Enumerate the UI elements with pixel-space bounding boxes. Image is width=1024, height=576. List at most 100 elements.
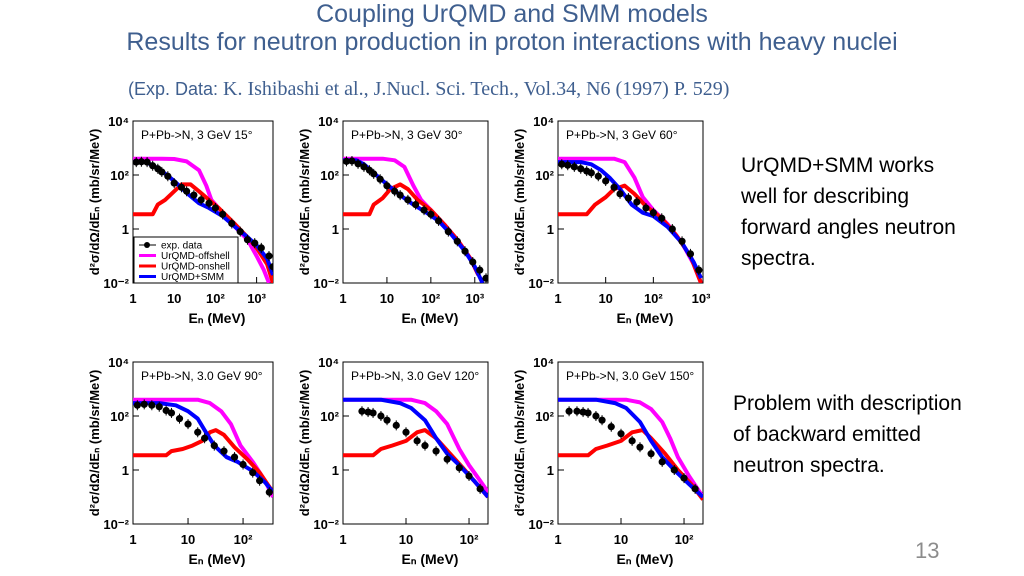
series-line-offshell bbox=[343, 397, 488, 494]
x-tick-label: 10 bbox=[167, 291, 181, 306]
panel-title: P+Pb->N, 3.0 GeV 120° bbox=[351, 369, 479, 383]
series-group bbox=[558, 156, 703, 283]
y-tick-label: 10⁻² bbox=[103, 276, 129, 291]
x-tick-label: 10³ bbox=[465, 291, 484, 306]
y-tick-label: 10² bbox=[320, 409, 339, 424]
reference-citation: K. Ishibashi et al., J.Nucl. Sci. Tech.,… bbox=[223, 78, 730, 100]
note-backward-angles: Problem with description of backward emi… bbox=[733, 392, 962, 477]
exp-data-point bbox=[465, 472, 473, 480]
exp-data-point bbox=[170, 179, 178, 187]
legend-marker bbox=[144, 242, 150, 248]
y-tick-label: 10² bbox=[110, 168, 129, 183]
x-tick-label: 10 bbox=[399, 532, 413, 547]
exp-data-point bbox=[584, 409, 592, 417]
x-tick-label: 10² bbox=[206, 291, 225, 306]
legend: exp. dataUrQMD-offshellUrQMD-onshellUrQM… bbox=[133, 236, 239, 284]
y-tick-label: 10⁴ bbox=[533, 114, 554, 129]
exp-data-point bbox=[658, 458, 666, 466]
series-line-smm bbox=[343, 397, 488, 499]
exp-data-point bbox=[680, 474, 688, 482]
exp-data-point bbox=[383, 182, 391, 190]
exp-data-point bbox=[396, 191, 404, 199]
y-tick-label: 10⁻² bbox=[313, 517, 339, 532]
panel-title: P+Pb->N, 3 GeV 30° bbox=[351, 128, 463, 142]
exp-data-point bbox=[265, 252, 273, 260]
exp-data-point bbox=[624, 194, 633, 202]
x-axis-label: Eₙ (MeV) bbox=[617, 310, 674, 326]
exp-data-point bbox=[427, 210, 435, 218]
exp-data-point bbox=[592, 412, 600, 420]
exp-data-point bbox=[610, 183, 618, 191]
series-group bbox=[133, 397, 273, 498]
legend-entry: exp. data bbox=[161, 241, 203, 252]
y-tick-label: 10⁻² bbox=[313, 276, 339, 291]
x-axis-label: Eₙ (MeV) bbox=[617, 551, 674, 567]
exp-data-point bbox=[402, 428, 410, 436]
exp-data-point bbox=[616, 190, 624, 198]
exp-data-point bbox=[391, 187, 399, 195]
exp-data-point bbox=[269, 263, 273, 271]
series-group bbox=[133, 156, 273, 283]
exp-data-point bbox=[420, 206, 428, 214]
exp-data-point bbox=[668, 225, 676, 233]
exp-data-point bbox=[377, 412, 385, 420]
legend-entry: UrQMD-onshell bbox=[161, 262, 230, 273]
panel-title: P+Pb->N, 3.0 GeV 90° bbox=[141, 369, 263, 383]
exp-data-point bbox=[137, 158, 146, 166]
exp-data-point bbox=[183, 187, 191, 195]
exp-data-point bbox=[617, 430, 625, 438]
exp-data-point bbox=[686, 250, 695, 258]
exp-data-point bbox=[558, 160, 566, 168]
exp-data-point bbox=[412, 201, 420, 209]
series-group bbox=[343, 397, 488, 499]
exp-data-point bbox=[177, 183, 186, 191]
exp-data-point bbox=[455, 464, 463, 472]
x-tick-label: 10² bbox=[644, 291, 663, 306]
exp-data-point bbox=[140, 400, 148, 408]
y-tick-label: 10⁻² bbox=[103, 517, 129, 532]
panel-title: P+Pb->N, 3.0 GeV 150° bbox=[566, 369, 694, 383]
panel-title: P+Pb->N, 3 GeV 60° bbox=[566, 128, 678, 142]
exp-data-point bbox=[636, 443, 644, 451]
exp-data-point bbox=[197, 196, 205, 204]
x-tick-label: 10² bbox=[460, 532, 479, 547]
exp-data-point bbox=[461, 247, 469, 255]
exp-data-point bbox=[642, 204, 650, 212]
data-reference: (Exp. Data: K. Ishibashi et al., J.Nucl.… bbox=[128, 78, 729, 101]
panel-title: P+Pb->N, 3 GeV 15° bbox=[141, 128, 253, 142]
y-tick-label: 10⁴ bbox=[318, 114, 339, 129]
y-tick-label: 10⁻² bbox=[528, 517, 554, 532]
exp-data-point bbox=[143, 158, 151, 166]
exp-data-point bbox=[243, 236, 252, 244]
legend-entry: UrQMD-offshell bbox=[161, 251, 230, 262]
exp-data-point bbox=[257, 244, 265, 252]
exp-data-point bbox=[210, 442, 218, 450]
exp-data-point bbox=[376, 175, 384, 183]
x-tick-label: 10² bbox=[421, 291, 440, 306]
exp-data-point bbox=[236, 228, 244, 236]
exp-data-point bbox=[649, 209, 657, 217]
y-tick-label: 10² bbox=[320, 168, 339, 183]
y-tick-label: 1 bbox=[122, 222, 129, 237]
exp-data-point bbox=[205, 199, 213, 207]
y-axis-label: d²σ/dΩ/dEₙ (mb/sr/MeV) bbox=[297, 370, 312, 517]
exp-data-point bbox=[155, 403, 163, 411]
exp-data-point bbox=[256, 477, 264, 485]
y-tick-label: 10⁴ bbox=[108, 114, 129, 129]
exp-data-point bbox=[369, 409, 377, 417]
x-axis-label: Eₙ (MeV) bbox=[402, 310, 459, 326]
exp-data-point bbox=[453, 237, 461, 245]
note-forward-angles: UrQMD+SMM works well for describing forw… bbox=[741, 154, 956, 270]
x-tick-label: 10 bbox=[380, 291, 394, 306]
exp-data-point bbox=[354, 160, 362, 168]
x-tick-label: 10³ bbox=[692, 291, 711, 306]
exp-data-point bbox=[164, 172, 172, 180]
x-tick-label: 1 bbox=[339, 532, 346, 547]
y-tick-label: 1 bbox=[547, 463, 554, 478]
